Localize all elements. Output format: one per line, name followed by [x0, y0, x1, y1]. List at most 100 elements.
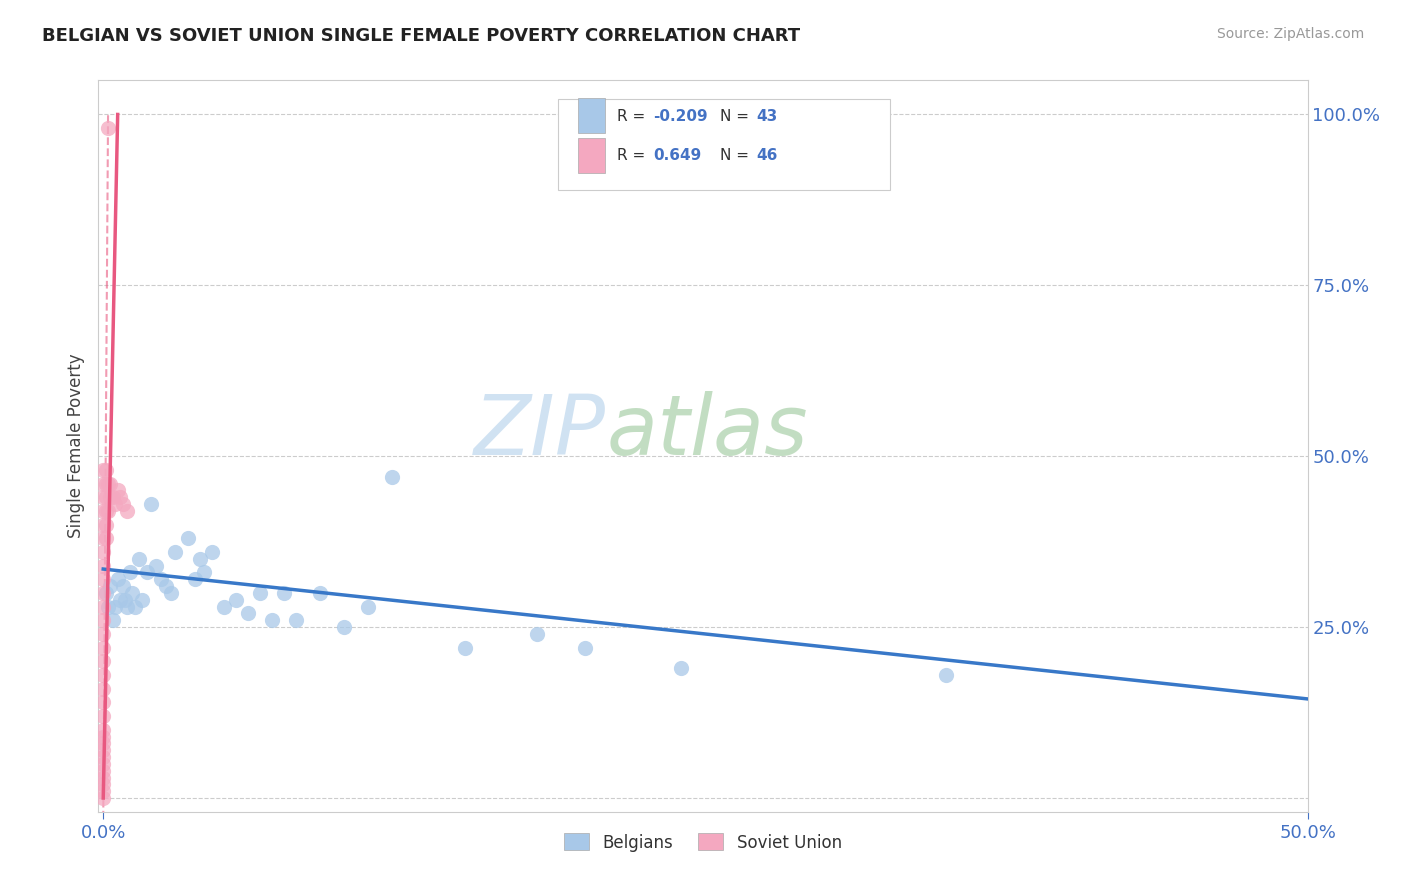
Point [453, 640, 475, 655]
Text: N =: N = [720, 109, 754, 124]
Point [111, 497, 134, 511]
Point [111, 579, 134, 593]
Point [91, 756, 114, 771]
Point [159, 586, 181, 600]
Text: ZIP: ZIP [474, 391, 606, 472]
Point [135, 566, 157, 580]
Y-axis label: Single Female Poverty: Single Female Poverty [66, 354, 84, 538]
Point [104, 599, 127, 614]
Point [118, 566, 141, 580]
Point [101, 490, 124, 504]
Point [94, 586, 117, 600]
Point [260, 613, 283, 627]
Text: atlas: atlas [606, 391, 808, 472]
Point [333, 620, 356, 634]
Point [91, 613, 114, 627]
Point [91, 668, 114, 682]
Point [91, 558, 114, 573]
Point [117, 599, 139, 614]
Point [101, 613, 124, 627]
Point [91, 586, 114, 600]
Point [91, 599, 114, 614]
Point [94, 476, 117, 491]
Text: 43: 43 [756, 109, 778, 124]
Legend: Belgians, Soviet Union: Belgians, Soviet Union [558, 827, 848, 858]
Point [201, 545, 224, 559]
Text: R =: R = [617, 109, 650, 124]
Text: 46: 46 [756, 148, 778, 163]
Point [165, 545, 187, 559]
Point [193, 566, 215, 580]
Point [309, 586, 332, 600]
Point [97, 599, 120, 614]
Point [100, 579, 122, 593]
Point [184, 572, 207, 586]
Point [91, 504, 114, 518]
Point [107, 572, 129, 586]
Point [91, 572, 114, 586]
Text: N =: N = [720, 148, 754, 163]
Point [121, 586, 143, 600]
Point [91, 723, 114, 737]
Point [94, 504, 117, 518]
Point [381, 469, 404, 483]
Point [94, 517, 117, 532]
Point [91, 709, 114, 723]
Point [100, 490, 122, 504]
Text: Source: ZipAtlas.com: Source: ZipAtlas.com [1216, 27, 1364, 41]
Point [155, 579, 177, 593]
Bar [578, 137, 605, 173]
Point [91, 654, 114, 668]
Point [91, 531, 114, 545]
Point [91, 777, 114, 791]
Point [91, 627, 114, 641]
Point [97, 476, 120, 491]
Point [91, 771, 114, 785]
Point [225, 592, 247, 607]
Point [94, 531, 117, 545]
Point [212, 599, 235, 614]
Point [124, 599, 146, 614]
Point [91, 791, 114, 805]
Text: -0.209: -0.209 [654, 109, 709, 124]
Point [273, 586, 295, 600]
Point [91, 640, 114, 655]
Point [671, 661, 693, 675]
Point [357, 599, 380, 614]
Point [91, 695, 114, 709]
Point [284, 613, 307, 627]
Point [91, 490, 114, 504]
Text: R =: R = [617, 148, 650, 163]
Point [91, 517, 114, 532]
Point [574, 640, 596, 655]
Point [91, 730, 114, 744]
Point [91, 681, 114, 696]
Point [141, 497, 163, 511]
Point [94, 490, 117, 504]
Point [188, 551, 211, 566]
Point [145, 558, 167, 573]
Point [100, 476, 122, 491]
Point [108, 592, 131, 607]
Point [91, 784, 114, 798]
FancyBboxPatch shape [558, 99, 890, 190]
Point [91, 463, 114, 477]
Point [236, 607, 259, 621]
Text: BELGIAN VS SOVIET UNION SINGLE FEMALE POVERTY CORRELATION CHART: BELGIAN VS SOVIET UNION SINGLE FEMALE PO… [42, 27, 800, 45]
Point [91, 476, 114, 491]
Point [94, 463, 117, 477]
Point [97, 504, 120, 518]
Point [91, 764, 114, 778]
Point [128, 551, 150, 566]
Point [117, 504, 139, 518]
Point [91, 750, 114, 764]
Point [97, 121, 120, 136]
Text: 0.649: 0.649 [654, 148, 702, 163]
Point [176, 531, 198, 545]
Point [91, 545, 114, 559]
Point [107, 483, 129, 498]
Point [935, 668, 957, 682]
Point [91, 736, 114, 750]
Point [526, 627, 548, 641]
Point [91, 743, 114, 757]
